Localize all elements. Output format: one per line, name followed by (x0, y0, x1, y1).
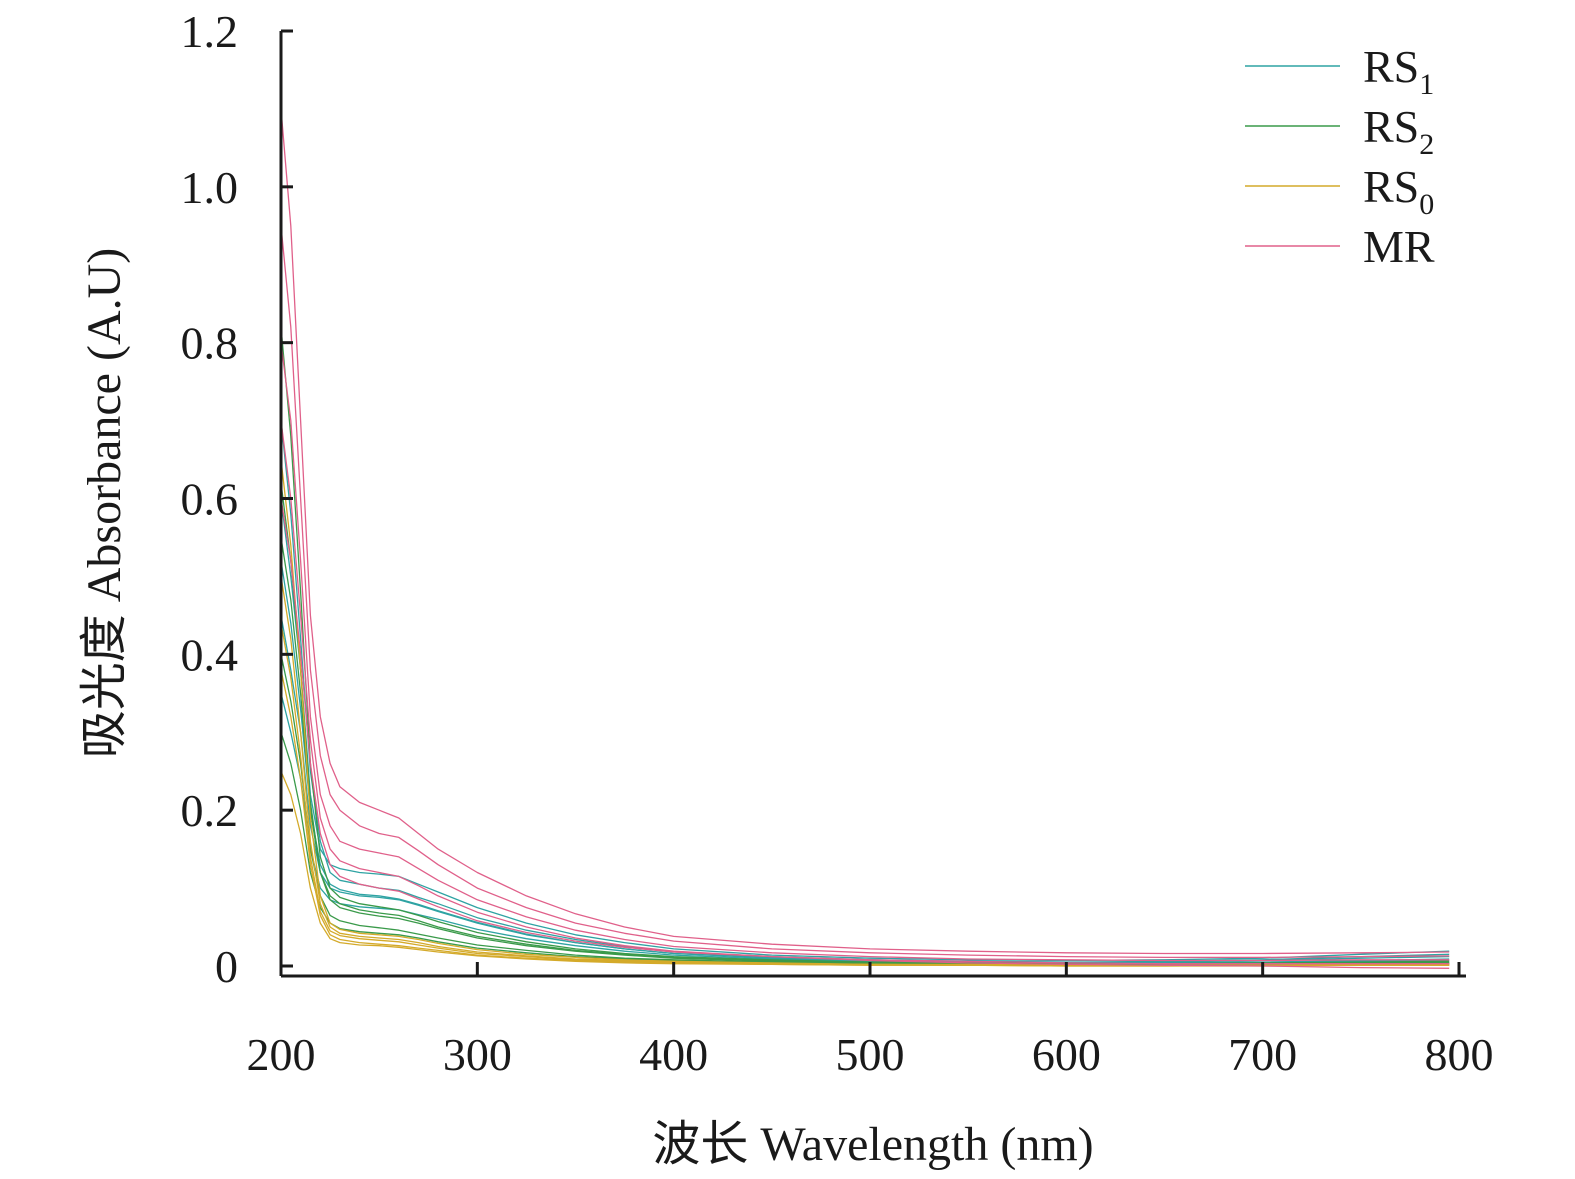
series-line-rs1-5 (280, 560, 1450, 964)
y-tick-label: 0.6 (181, 474, 239, 525)
legend-label-rs0: RS0 (1363, 161, 1434, 221)
series-line-rs0-11 (280, 576, 1450, 966)
series-line-mr-19 (280, 498, 1450, 965)
series-line-rs0-13 (280, 770, 1450, 967)
series-line-rs1-4 (280, 693, 1450, 964)
legend-label-mr: MR (1363, 221, 1435, 272)
y-tick-label: 0.4 (181, 629, 239, 680)
x-tick-label: 400 (639, 1029, 708, 1080)
series-line-mr-16 (280, 108, 1450, 955)
x-tick-label: 700 (1228, 1029, 1297, 1080)
series-line-rs2-10 (280, 482, 1450, 966)
series-line-rs2-7 (280, 654, 1450, 966)
legend-label-rs1: RS1 (1363, 41, 1434, 101)
x-tick-label: 800 (1425, 1029, 1494, 1080)
x-axis-title: 波长 Wavelength (nm) (652, 1118, 1093, 1171)
y-tick-label: 0.2 (181, 785, 239, 836)
series-line-rs2-8 (280, 327, 1450, 965)
x-tick-label: 500 (836, 1029, 905, 1080)
series-line-rs0-12 (280, 669, 1450, 967)
y-tick-label: 1.2 (181, 6, 239, 57)
legend-label-rs2: RS2 (1363, 101, 1434, 161)
spectra-series-group (280, 108, 1450, 969)
series-line-rs2-9 (280, 732, 1450, 966)
series-line-rs1-1 (280, 498, 1450, 962)
ticks-group: 0 0.2 0.4 0.6 0.8 1.0 1.2 200 300 400 500 600 700 800 (181, 6, 1494, 1080)
y-tick-label: 0 (215, 941, 238, 992)
series-line-mr-18 (280, 342, 1450, 962)
series-line-rs1-3 (280, 420, 1450, 963)
series-line-mr-17 (280, 225, 1450, 959)
y-tick-label: 0.8 (181, 318, 239, 369)
y-tick-label: 1.0 (181, 162, 239, 213)
x-tick-label: 200 (247, 1029, 316, 1080)
x-tick-label: 300 (443, 1029, 512, 1080)
axes-group (279, 31, 1466, 978)
x-tick-label: 600 (1032, 1029, 1101, 1080)
series-line-mr-20 (280, 420, 1450, 969)
y-axis-title: 吸光度 Absorbance (A.U) (78, 248, 131, 759)
